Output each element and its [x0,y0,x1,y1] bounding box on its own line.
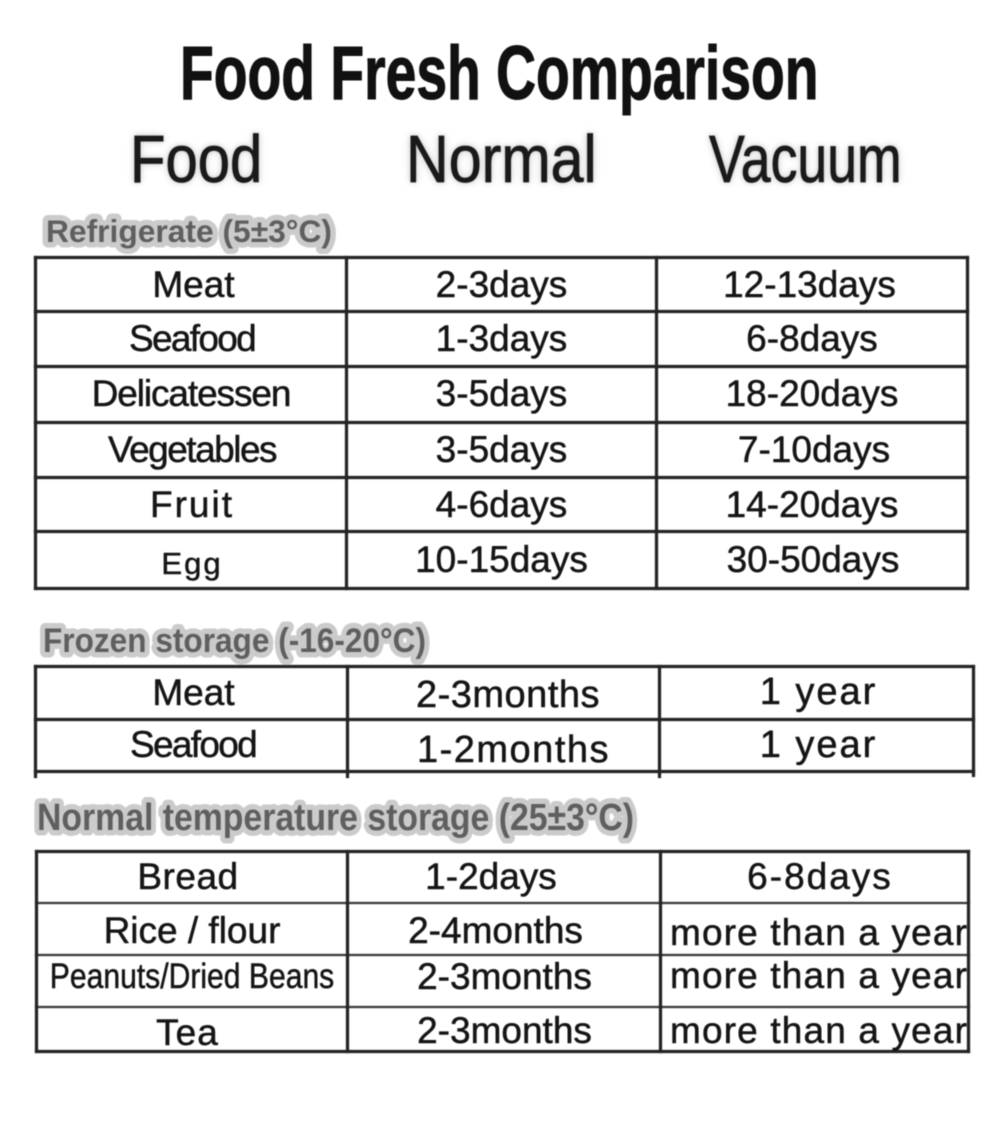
svg-text:Frozen storage (-16-20°C): Frozen storage (-16-20°C) [43,622,426,660]
svg-text:Normal temperature storage (25: Normal temperature storage (25±3°C) [37,796,634,839]
svg-text:Refrigerate (5±3°C): Refrigerate (5±3°C) [46,213,332,249]
